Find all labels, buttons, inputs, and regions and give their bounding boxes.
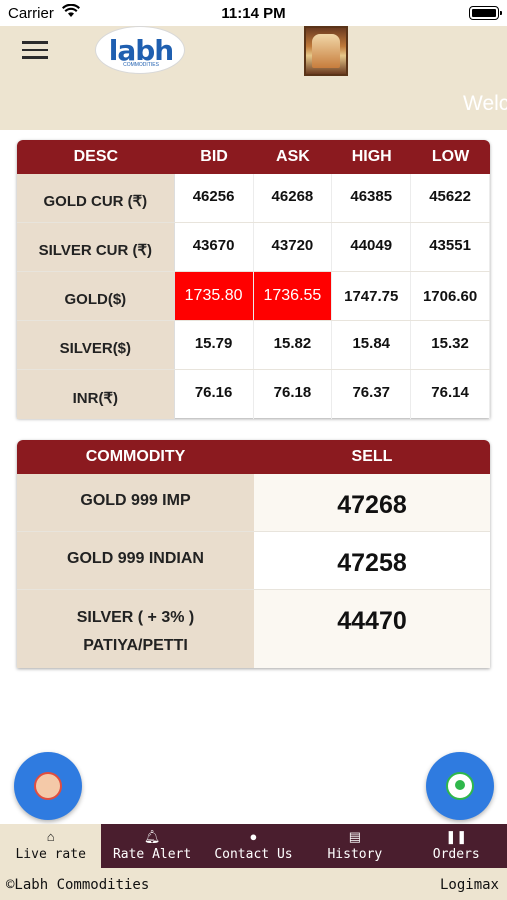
status-bar: Carrier 11:14 PM — [0, 0, 507, 26]
commodity-name-line1: GOLD 999 INDIAN — [67, 550, 204, 567]
high-value: 1747.75 — [332, 272, 412, 320]
support-icon — [34, 772, 62, 800]
col-commodity: COMMODITY — [85, 448, 186, 465]
ask-value-highlighted: 1736.55 — [253, 272, 333, 320]
commodity-table-header: COMMODITY SELL — [17, 440, 490, 474]
nav-orders[interactable]: ❚❚ Orders — [406, 824, 507, 868]
hamburger-menu-icon[interactable] — [22, 41, 48, 63]
commodity-name: SILVER ( + 3% ) PATIYA/PETTI — [17, 590, 254, 668]
low-value: 1706.60 — [411, 272, 490, 320]
footer: ©Labh Commodities Logimax — [0, 868, 507, 900]
commodity-name-line1: GOLD 999 IMP — [80, 492, 191, 509]
low-value: 76.14 — [411, 370, 490, 419]
col-sell: SELL — [351, 448, 393, 465]
marquee-bar: Welc — [0, 78, 507, 130]
ask-value: 46268 — [254, 174, 333, 222]
ask-value: 15.82 — [254, 321, 333, 369]
clock: 11:14 PM — [221, 5, 286, 22]
list-icon: ▤ — [348, 829, 362, 844]
commodity-name: GOLD 999 IMP — [17, 474, 254, 531]
rate-table-header: DESC BID ASK HIGH LOW — [17, 140, 490, 174]
table-row: SILVER($) 15.79 15.82 15.84 15.32 — [17, 321, 490, 370]
sell-value: 47258 — [337, 549, 407, 577]
bid-value: 46256 — [175, 174, 254, 222]
copyright-text: ©Labh Commodities — [6, 877, 150, 893]
marquee-text: Welc — [463, 92, 507, 115]
support-button[interactable] — [14, 752, 82, 820]
commodity-name-line1: SILVER ( + 3% ) — [76, 609, 195, 626]
high-value: 76.37 — [332, 370, 412, 419]
row-desc: INR(₹) — [17, 370, 175, 419]
table-row: GOLD 999 INDIAN 47258 — [17, 532, 490, 590]
whatsapp-button[interactable] — [426, 752, 494, 820]
table-row: GOLD 999 IMP 47268 — [17, 474, 490, 532]
labh-logo: labh COMMODITIES — [95, 26, 185, 74]
high-value: 46385 — [332, 174, 412, 222]
nav-contact-us[interactable]: ● Contact Us — [203, 824, 304, 868]
nav-rate-alert[interactable]: 🔔︎ Rate Alert — [101, 824, 202, 868]
deity-image — [304, 26, 348, 76]
nav-history[interactable]: ▤ History — [304, 824, 405, 868]
row-desc: SILVER($) — [17, 321, 175, 369]
logo-text: labh — [108, 34, 174, 67]
battery-icon — [469, 6, 502, 20]
row-desc: GOLD($) — [17, 272, 175, 320]
high-value: 44049 — [332, 223, 412, 271]
sell-value: 47268 — [254, 474, 490, 531]
logo-subtext: COMMODITIES — [123, 62, 159, 68]
whatsapp-icon — [446, 772, 474, 800]
carrier-label: Carrier — [8, 5, 54, 22]
commodity-name: GOLD 999 INDIAN — [17, 532, 254, 589]
col-high: HIGH — [351, 148, 392, 165]
ask-value: 76.18 — [254, 370, 333, 419]
nav-label: History — [327, 847, 383, 862]
row-desc: GOLD CUR (₹) — [17, 174, 175, 222]
table-row: GOLD($) 1735.80 1736.55 1747.75 1706.60 — [17, 272, 490, 321]
bid-value: 15.79 — [175, 321, 254, 369]
nav-label: Rate Alert — [112, 847, 192, 862]
table-row: SILVER CUR (₹) 43670 43720 44049 43551 — [17, 223, 490, 272]
col-ask: ASK — [276, 148, 310, 165]
wifi-icon — [62, 3, 80, 23]
orders-icon: ❚❚ — [445, 829, 468, 844]
col-desc: DESC — [73, 148, 119, 165]
table-row: SILVER ( + 3% ) PATIYA/PETTI 44470 — [17, 590, 490, 668]
table-row: INR(₹) 76.16 76.18 76.37 76.14 — [17, 370, 490, 419]
low-value: 15.32 — [411, 321, 490, 369]
location-icon: ● — [249, 829, 258, 844]
bid-value-highlighted: 1735.80 — [174, 272, 254, 320]
bottom-nav: ⌂ Live rate 🔔︎ Rate Alert ● Contact Us ▤… — [0, 824, 507, 868]
developer-credit: Logimax — [439, 877, 499, 893]
row-desc: SILVER CUR (₹) — [17, 223, 175, 271]
ask-value: 43720 — [254, 223, 333, 271]
col-low: LOW — [431, 148, 470, 165]
low-value: 43551 — [411, 223, 490, 271]
sell-value: 44470 — [254, 590, 490, 668]
app-header: labh COMMODITIES — [0, 26, 507, 78]
low-value: 45622 — [411, 174, 490, 222]
commodity-name-line2: PATIYA/PETTI — [83, 637, 188, 654]
nav-label: Live rate — [15, 847, 86, 862]
nav-live-rate[interactable]: ⌂ Live rate — [0, 824, 102, 868]
table-row: GOLD CUR (₹) 46256 46268 46385 45622 — [17, 174, 490, 223]
bid-value: 76.16 — [175, 370, 254, 419]
high-value: 15.84 — [332, 321, 412, 369]
rate-table: DESC BID ASK HIGH LOW GOLD CUR (₹) 46256… — [17, 140, 490, 419]
bid-value: 43670 — [175, 223, 254, 271]
col-bid: BID — [200, 148, 228, 165]
nav-label: Contact Us — [214, 847, 293, 862]
commodity-table: COMMODITY SELL GOLD 999 IMP 47268 GOLD 9… — [17, 440, 490, 668]
nav-label: Orders — [432, 847, 480, 862]
bell-icon: 🔔︎ — [143, 829, 161, 844]
home-icon: ⌂ — [46, 829, 55, 844]
